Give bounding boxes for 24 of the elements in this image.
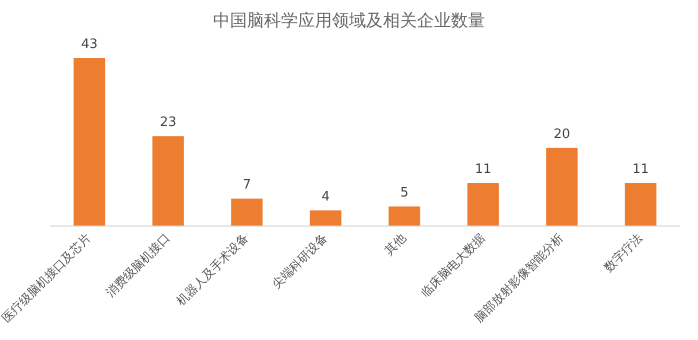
x-tick-label: 尖端科研设备: [269, 230, 330, 292]
bar: [388, 206, 420, 226]
x-tick-label: 数字疗法: [601, 230, 646, 274]
x-tick-label: 临床脑电大数据: [418, 230, 488, 300]
x-tick-label: 医疗级脑机接口及芯片: [0, 230, 94, 326]
chart-title: 中国脑科学应用领域及相关企业数量: [213, 11, 485, 31]
data-label: 23: [160, 115, 176, 130]
data-label: 11: [474, 162, 492, 178]
bar: [310, 210, 342, 226]
x-tick-label: 消费级脑机接口: [103, 230, 173, 300]
bar: [152, 136, 184, 226]
bar: [231, 198, 263, 226]
bar: [546, 148, 578, 226]
data-label: 7: [242, 178, 252, 193]
x-tick-label: 其他: [382, 230, 409, 258]
data-label: 11: [632, 162, 649, 178]
bar: [624, 183, 656, 226]
bar: [467, 183, 499, 226]
data-label: 43: [81, 37, 98, 52]
data-label: 5: [400, 185, 409, 200]
data-label: 4: [321, 189, 330, 204]
bar: [74, 58, 106, 226]
data-label: 20: [554, 126, 570, 142]
x-tick-label: 机器人及手术设备: [174, 230, 252, 308]
